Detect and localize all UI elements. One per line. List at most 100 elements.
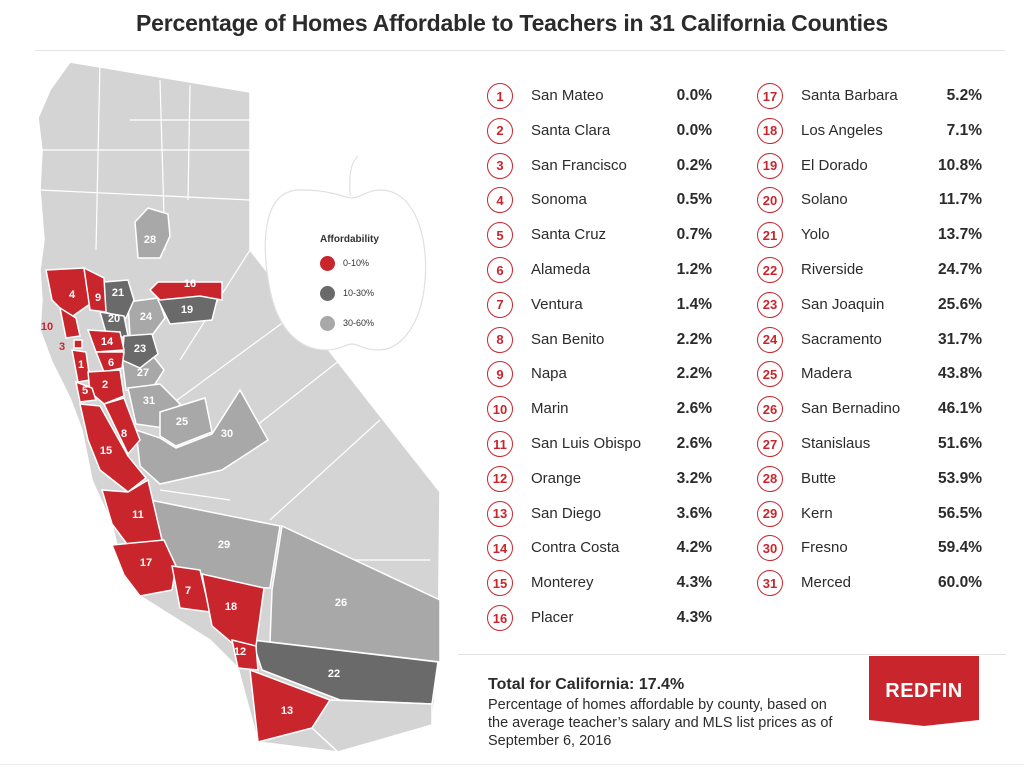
county-name: San Francisco (531, 156, 627, 174)
list-item: 23 San Joaquin 25.6% (757, 291, 997, 322)
map-county-number: 10 (41, 321, 53, 333)
affordability-percent: 0.0% (676, 121, 712, 139)
county-name: Riverside (801, 261, 864, 278)
county-30-fresno (135, 388, 269, 485)
county-9-napa (83, 266, 107, 313)
county-16-placer (148, 281, 223, 301)
affordability-percent: 2.6% (676, 400, 712, 418)
map-county-number: 14 (101, 336, 114, 348)
affordability-percent: 25.6% (938, 295, 982, 313)
rank-badge: 22 (757, 257, 783, 283)
rank-badge: 15 (487, 570, 513, 597)
legend-swatch (320, 256, 335, 271)
county-name: Santa Cruz (531, 226, 607, 244)
affordability-percent: 10.8% (938, 156, 982, 174)
affordability-percent: 11.7% (938, 191, 982, 209)
rank-badge: 8 (487, 326, 513, 353)
list-item: 20 Solano 11.7% (757, 187, 997, 217)
map-county-number: 15 (100, 445, 112, 457)
rank-badge: 18 (757, 117, 783, 144)
affordability-percent: 51.6% (938, 435, 982, 452)
rank-badge: 12 (487, 465, 513, 492)
map-county-number: 1 (78, 359, 84, 371)
map-county-number: 7 (185, 585, 191, 597)
map-county-number: 29 (218, 539, 230, 551)
legend-swatch (320, 286, 335, 301)
list-item: 6 Alameda 1.2% (487, 257, 727, 287)
map-county-number: 18 (225, 601, 237, 613)
affordability-percent: 5.2% (946, 87, 982, 104)
list-item: 22 Riverside 24.7% (757, 257, 997, 287)
county-name: Placer (531, 609, 574, 626)
rank-badge: 20 (757, 187, 783, 214)
county-name: Santa Clara (531, 121, 611, 139)
map-county-number: 21 (112, 287, 124, 299)
list-item: 7 Ventura 1.4% (487, 291, 727, 322)
map-county-number: 9 (95, 292, 101, 304)
list-item: 30 Fresno 59.4% (757, 535, 997, 565)
map-county-number: 27 (137, 367, 149, 379)
list-item: 31 Merced 60.0% (757, 570, 997, 600)
affordability-percent: 59.4% (938, 539, 982, 557)
list-item: 15 Monterey 4.3% (487, 570, 727, 600)
rank-badge: 21 (757, 222, 783, 249)
county-name: San Diego (531, 504, 602, 522)
list-item: 26 San Bernadino 46.1% (757, 396, 997, 426)
rank-badge: 29 (757, 500, 783, 527)
county-name: Ventura (531, 295, 583, 313)
affordability-percent: 0.2% (676, 156, 712, 174)
map-county-number: 12 (234, 646, 246, 658)
county-name: Stanislaus (801, 435, 871, 452)
county-6-alameda (94, 351, 125, 373)
county-name: San Luis Obispo (531, 435, 642, 452)
list-item: 28 Butte 53.9% (757, 465, 997, 496)
affordability-percent: 3.2% (676, 469, 712, 487)
county-17-santa-barbara (110, 539, 177, 597)
map-county-number: 19 (181, 304, 193, 316)
affordability-percent: 43.8% (938, 365, 982, 383)
brand-name: REDFIN (885, 680, 963, 702)
list-item: 27 Stanislaus 51.6% (757, 431, 997, 461)
rank-badge: 23 (757, 291, 783, 318)
county-28-butte (134, 207, 171, 259)
list-item: 13 San Diego 3.6% (487, 500, 727, 531)
map-county-number: 24 (140, 311, 153, 323)
rank-badge: 10 (487, 396, 513, 423)
county-name: Alameda (531, 261, 591, 278)
county-name: San Mateo (531, 87, 604, 104)
county-15-monterey (79, 403, 148, 493)
list-item: 8 San Benito 2.2% (487, 326, 727, 357)
county-4-sonoma (45, 267, 91, 319)
county-name: Sonoma (531, 191, 587, 209)
map-county-number: 23 (134, 343, 146, 355)
map-county-number: 2 (102, 379, 108, 391)
affordability-percent: 3.6% (676, 504, 712, 522)
list-item: 29 Kern 56.5% (757, 500, 997, 531)
affordability-percent: 4.3% (676, 574, 712, 592)
affordability-percent: 1.2% (676, 261, 712, 278)
rank-badge: 9 (487, 361, 513, 388)
map-county-number: 22 (328, 668, 340, 680)
county-name: Yolo (801, 226, 830, 244)
list-item: 17 Santa Barbara 5.2% (757, 83, 997, 113)
county-name: Napa (531, 365, 567, 383)
map-legend: Affordability 0-10% 10-30% 30-60% (300, 196, 396, 356)
divider (35, 50, 1005, 51)
map-county-number: 13 (281, 705, 293, 717)
list-item: 5 Santa Cruz 0.7% (487, 222, 727, 252)
affordability-percent: 2.2% (676, 330, 712, 348)
legend-label: 10-30% (343, 288, 375, 298)
rank-badge: 31 (757, 570, 783, 597)
total-heading: Total for California: 17.4% (488, 676, 685, 693)
map-county-number: 17 (140, 557, 152, 569)
divider (458, 654, 1006, 655)
map-county-number: 4 (69, 289, 76, 301)
rank-badge: 30 (757, 535, 783, 562)
list-item: 24 Sacramento 31.7% (757, 326, 997, 357)
county-name: Marin (531, 400, 569, 418)
map-county-number: 8 (121, 428, 127, 440)
map-county-number: 16 (184, 278, 196, 290)
county-8-san-benito (102, 397, 141, 456)
county-name: Santa Barbara (801, 87, 898, 104)
map-county-number: 28 (144, 234, 156, 246)
